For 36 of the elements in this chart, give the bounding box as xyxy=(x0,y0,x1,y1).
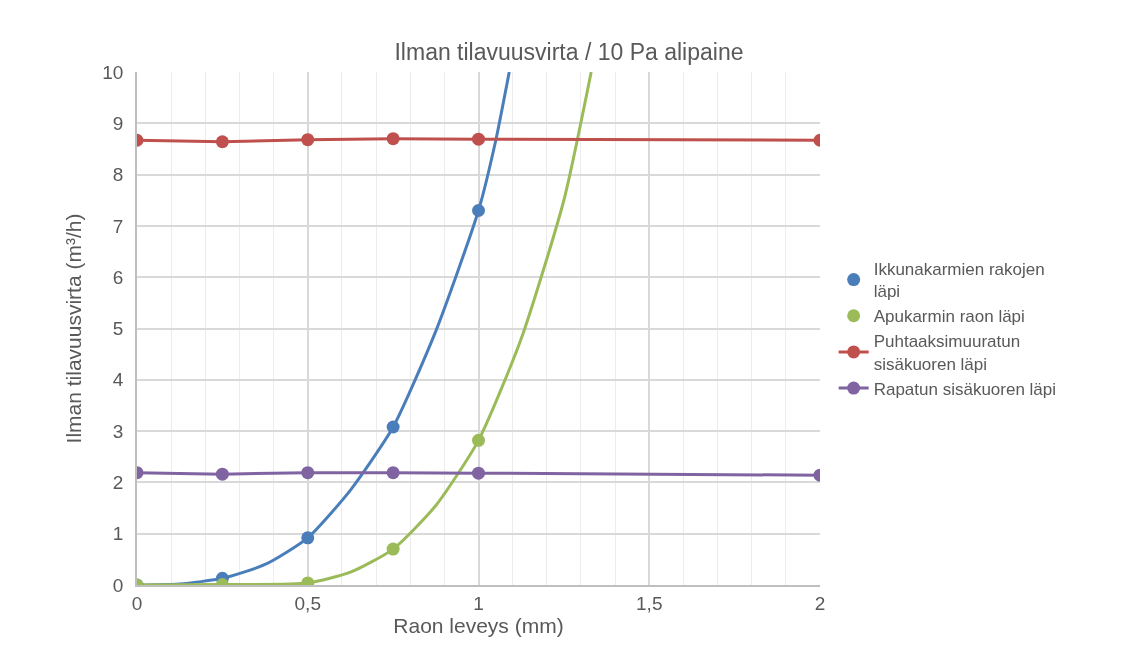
y-tick-label: 6 xyxy=(112,266,124,288)
point xyxy=(301,466,315,480)
legend-label: Rapatun sisäkuoren läpi xyxy=(873,379,1057,399)
y-tick-label: 8 xyxy=(112,164,124,186)
point xyxy=(386,542,400,556)
y-axis-title: Ilman tilavuusvirta (m³/h) xyxy=(61,213,85,444)
y-tick-label: 9 xyxy=(112,112,124,134)
point xyxy=(472,204,485,217)
legend-label: Ikkunakarmien rakojen läpi xyxy=(873,260,1045,302)
y-tick-label: 4 xyxy=(112,369,124,391)
point xyxy=(386,466,400,480)
chart-title: Ilman tilavuusvirta / 10 Pa alipaine xyxy=(394,39,744,66)
x-tick-label: 1 xyxy=(473,592,484,614)
y-tick-label: 7 xyxy=(112,215,124,237)
x-tick-label: 0,5 xyxy=(294,592,321,614)
point xyxy=(386,420,400,434)
x-axis-title: Raon leveys (mm) xyxy=(393,613,564,637)
x-tick-label: 1,5 xyxy=(636,592,663,614)
y-tick-label: 2 xyxy=(112,472,124,494)
point xyxy=(472,433,485,447)
y-tick-label: 5 xyxy=(112,318,124,340)
point xyxy=(386,132,400,146)
y-tick-label: 3 xyxy=(112,420,124,442)
point xyxy=(472,132,485,146)
point xyxy=(301,531,315,545)
legend-label: Puhtaaksimuuratun sisäkuoren läpi xyxy=(873,332,1021,374)
x-tick-label: 0 xyxy=(131,592,143,614)
y-tick-label: 1 xyxy=(112,523,124,545)
y-tick-label: 10 xyxy=(102,61,124,83)
x-tick-label: 2 xyxy=(814,592,826,614)
point xyxy=(301,133,315,147)
point xyxy=(215,467,229,481)
point xyxy=(472,466,485,480)
point xyxy=(215,135,229,149)
legend-label: Apukarmin raon läpi xyxy=(873,307,1025,327)
y-tick-label: 0 xyxy=(112,574,124,596)
